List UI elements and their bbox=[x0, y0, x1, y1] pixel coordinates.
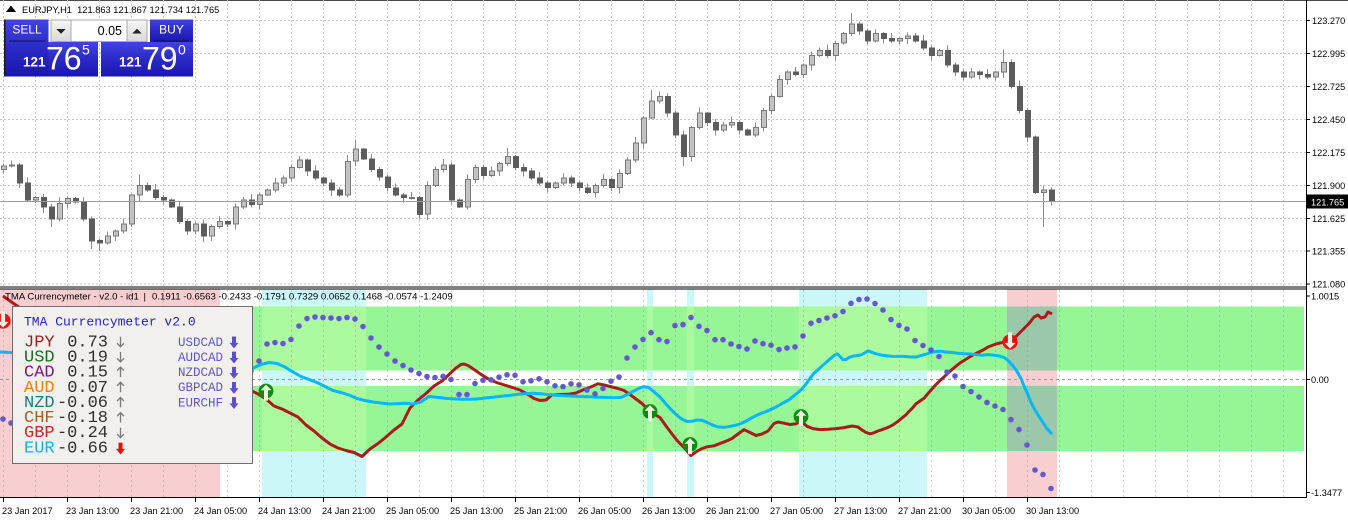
svg-text:122.450: 122.450 bbox=[1312, 115, 1345, 125]
svg-text:25 Jan 21:00: 25 Jan 21:00 bbox=[514, 506, 567, 516]
svg-text:USD: USD bbox=[24, 348, 55, 367]
svg-text:GBP: GBP bbox=[24, 424, 55, 443]
svg-text:121.765: 121.765 bbox=[1311, 198, 1344, 208]
svg-text:23 Jan 21:00: 23 Jan 21:00 bbox=[130, 506, 183, 516]
svg-text:26 Jan 21:00: 26 Jan 21:00 bbox=[706, 506, 759, 516]
svg-text:0.05: 0.05 bbox=[98, 24, 122, 38]
svg-text:CAD: CAD bbox=[24, 364, 55, 383]
svg-text:122.725: 122.725 bbox=[1312, 82, 1345, 92]
svg-text:BUY: BUY bbox=[159, 23, 184, 37]
svg-text:27 Jan 21:00: 27 Jan 21:00 bbox=[898, 506, 951, 516]
svg-text:-0.24: -0.24 bbox=[57, 424, 108, 443]
svg-text:23 Jan 13:00: 23 Jan 13:00 bbox=[66, 506, 119, 516]
svg-text:25 Jan 05:00: 25 Jan 05:00 bbox=[386, 506, 439, 516]
svg-text:AUD: AUD bbox=[24, 379, 55, 398]
svg-text:26 Jan 05:00: 26 Jan 05:00 bbox=[578, 506, 631, 516]
svg-text:121.900: 121.900 bbox=[1312, 181, 1345, 191]
svg-text:121.355: 121.355 bbox=[1312, 246, 1345, 256]
svg-text:-0.06: -0.06 bbox=[57, 394, 108, 413]
svg-text:123.270: 123.270 bbox=[1312, 16, 1345, 26]
svg-text:27 Jan 13:00: 27 Jan 13:00 bbox=[834, 506, 887, 516]
svg-text:-0.18: -0.18 bbox=[57, 409, 108, 428]
svg-text:JPY: JPY bbox=[24, 333, 55, 352]
svg-text:25 Jan 13:00: 25 Jan 13:00 bbox=[450, 506, 503, 516]
svg-text:SELL: SELL bbox=[12, 23, 42, 37]
svg-text:24 Jan 21:00: 24 Jan 21:00 bbox=[322, 506, 375, 516]
svg-text:27 Jan 05:00: 27 Jan 05:00 bbox=[770, 506, 823, 516]
svg-text:1.0015: 1.0015 bbox=[1311, 291, 1339, 301]
svg-text:NZD: NZD bbox=[24, 394, 55, 413]
svg-text:30 Jan 13:00: 30 Jan 13:00 bbox=[1026, 506, 1079, 516]
svg-text:24 Jan 05:00: 24 Jan 05:00 bbox=[194, 506, 247, 516]
svg-text:-0.66: -0.66 bbox=[57, 439, 108, 458]
svg-text:0: 0 bbox=[178, 42, 186, 58]
svg-text:76: 76 bbox=[46, 41, 82, 77]
svg-text:30 Jan 05:00: 30 Jan 05:00 bbox=[962, 506, 1015, 516]
svg-text:122.995: 122.995 bbox=[1312, 49, 1345, 59]
svg-text:121: 121 bbox=[23, 55, 46, 70]
svg-text:24 Jan 13:00: 24 Jan 13:00 bbox=[258, 506, 311, 516]
svg-text:CHF: CHF bbox=[24, 409, 55, 428]
svg-text:79: 79 bbox=[142, 41, 178, 77]
svg-text:TMA Currencymeter v2.0: TMA Currencymeter v2.0 bbox=[24, 315, 196, 330]
svg-text:121.625: 121.625 bbox=[1312, 214, 1345, 224]
svg-text:EUR: EUR bbox=[24, 439, 55, 458]
svg-text:EURJPY,H1 121.863 121.867 121: EURJPY,H1 121.863 121.867 121.734 121.76… bbox=[22, 5, 219, 15]
svg-text:0.15: 0.15 bbox=[67, 364, 108, 383]
svg-text:5: 5 bbox=[82, 42, 90, 58]
svg-text:EURCHF: EURCHF bbox=[178, 396, 223, 410]
svg-text:GBPCAD: GBPCAD bbox=[178, 381, 223, 395]
svg-text:0.73: 0.73 bbox=[67, 333, 108, 352]
svg-text:26 Jan 13:00: 26 Jan 13:00 bbox=[642, 506, 695, 516]
svg-text:122.175: 122.175 bbox=[1312, 148, 1345, 158]
svg-text:USDCAD: USDCAD bbox=[178, 336, 223, 350]
svg-text:0.19: 0.19 bbox=[67, 348, 108, 367]
svg-text:0.00: 0.00 bbox=[1311, 375, 1329, 385]
svg-text:23 Jan 2017: 23 Jan 2017 bbox=[2, 506, 53, 516]
svg-text:TMA Currencymeter - v2.0 - id1: TMA Currencymeter - v2.0 - id1 | 0.1911 -… bbox=[5, 292, 453, 303]
svg-text:0.07: 0.07 bbox=[67, 379, 108, 398]
svg-text:-1.3477: -1.3477 bbox=[1311, 488, 1342, 498]
svg-text:NZDCAD: NZDCAD bbox=[178, 366, 223, 380]
svg-text:121: 121 bbox=[119, 55, 142, 70]
svg-text:AUDCAD: AUDCAD bbox=[178, 351, 223, 365]
svg-text:121.080: 121.080 bbox=[1312, 280, 1345, 290]
